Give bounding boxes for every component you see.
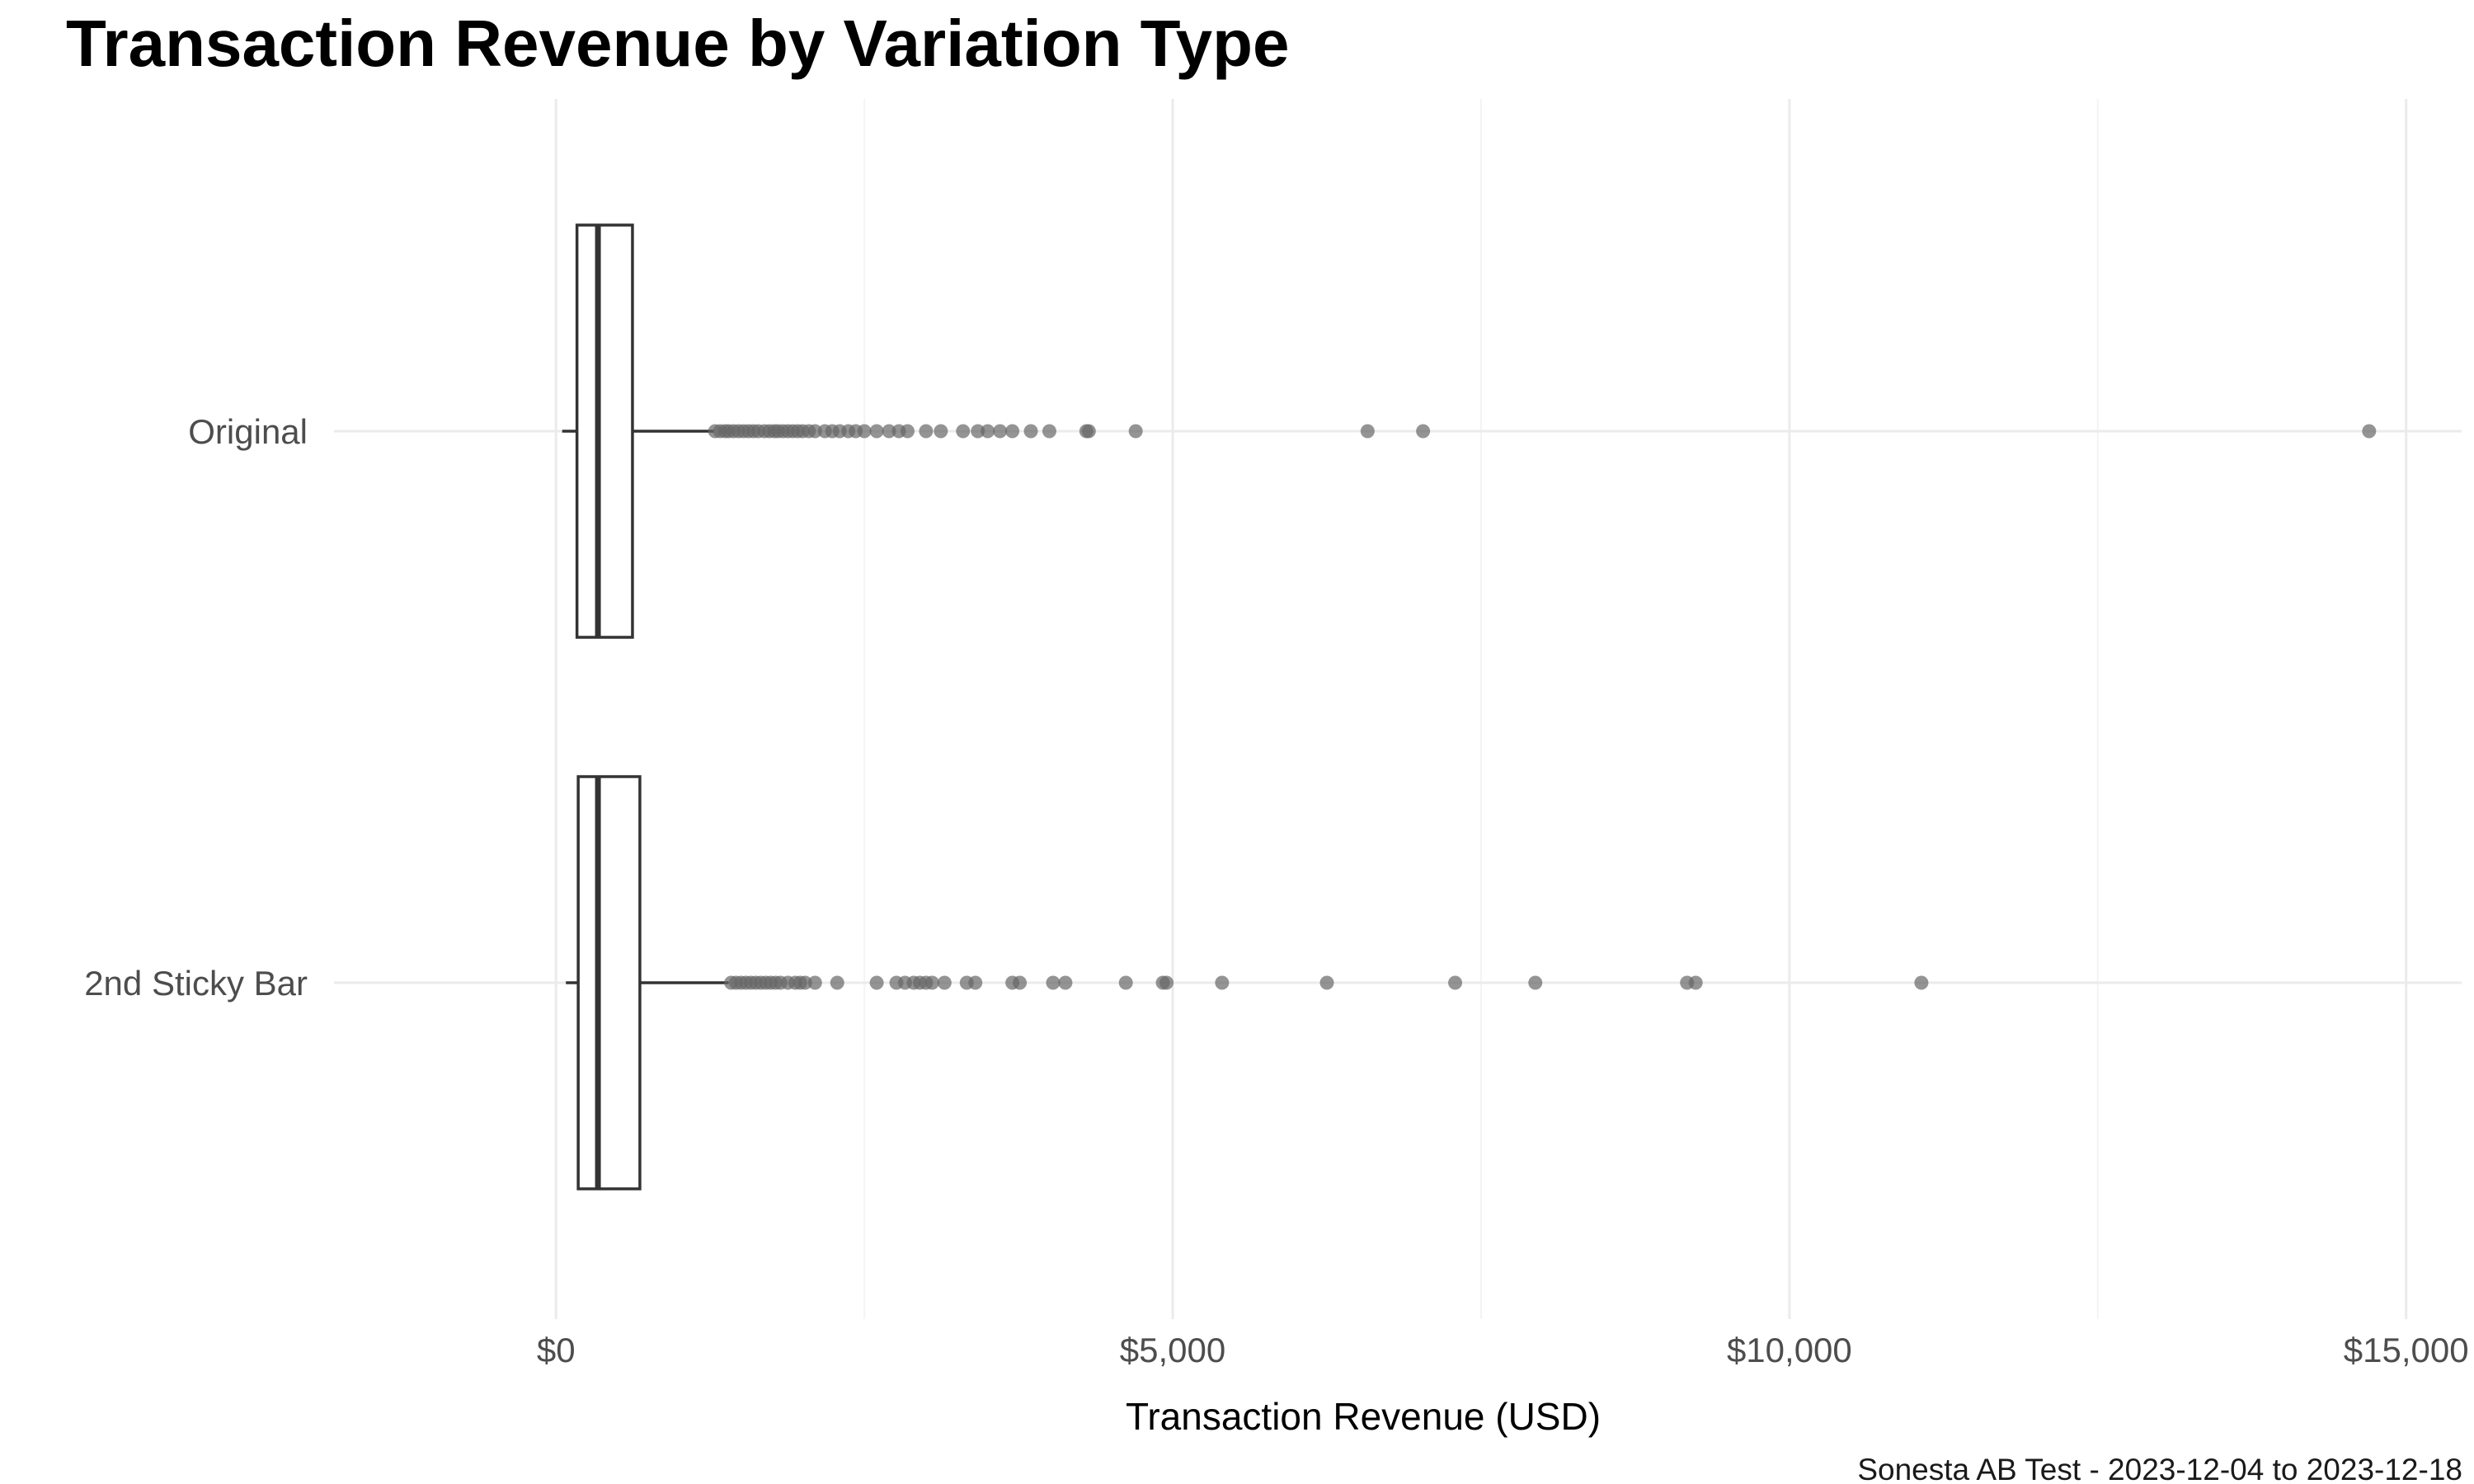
outlier-point: [807, 975, 822, 990]
outlier-point: [869, 424, 884, 439]
iqr-box: [576, 775, 642, 1190]
outlier-point: [1046, 975, 1061, 990]
box-group-1: [566, 775, 1929, 1190]
y-tick-label: Original: [188, 412, 308, 451]
outlier-point: [807, 424, 822, 439]
outlier-point: [1005, 424, 1020, 439]
outlier-point: [956, 424, 971, 439]
outlier-point: [1118, 975, 1133, 990]
outlier-point: [900, 424, 915, 439]
outlier-point: [857, 424, 872, 439]
outlier-point: [937, 975, 952, 990]
outlier-point: [968, 975, 983, 990]
outlier-point: [993, 424, 1008, 439]
outlier-point: [1360, 424, 1375, 439]
x-tick-label: $15,000: [2344, 1331, 2469, 1369]
x-tick-label: $0: [537, 1331, 576, 1369]
x-tick-label: $10,000: [1727, 1331, 1852, 1369]
iqr-box: [575, 223, 634, 639]
axis-layer: Original 2nd Sticky Bar $0 $5,000 $10,000 $15…: [84, 412, 2468, 1369]
x-tick-label: $5,000: [1120, 1331, 1225, 1369]
chart-caption: Sonesta AB Test - 2023-12-04 to 2023-12-…: [1857, 1453, 2462, 1484]
outlier-point: [1448, 975, 1463, 990]
outlier-point: [934, 424, 948, 439]
outlier-point: [1319, 975, 1334, 990]
outlier-point: [919, 424, 934, 439]
outlier-point: [882, 424, 896, 439]
outlier-point: [1159, 975, 1174, 990]
outlier-point: [1215, 975, 1230, 990]
chart-title: Transaction Revenue by Variation Type: [66, 7, 1289, 80]
outlier-point: [1081, 424, 1096, 439]
outlier-point: [797, 975, 812, 990]
y-tick-label: 2nd Sticky Bar: [84, 964, 308, 1003]
grid-layer: [334, 99, 2462, 1319]
outlier-point: [830, 975, 844, 990]
marks-layer: [562, 223, 2377, 1190]
outlier-point: [869, 975, 884, 990]
outlier-point: [1128, 424, 1143, 439]
outlier-point: [1013, 975, 1028, 990]
box-group-0: [562, 223, 2377, 639]
outlier-point: [981, 424, 995, 439]
outlier-point: [1528, 975, 1543, 990]
outlier-point: [1058, 975, 1073, 990]
outlier-point: [924, 975, 939, 990]
outlier-point: [2362, 424, 2377, 439]
outlier-point: [1023, 424, 1038, 439]
outlier-point: [1416, 424, 1431, 439]
x-axis-title: Transaction Revenue (USD): [1126, 1395, 1601, 1438]
outlier-point: [1914, 975, 1929, 990]
outlier-point: [971, 424, 985, 439]
outlier-point: [1042, 424, 1056, 439]
outlier-point: [1688, 975, 1703, 990]
